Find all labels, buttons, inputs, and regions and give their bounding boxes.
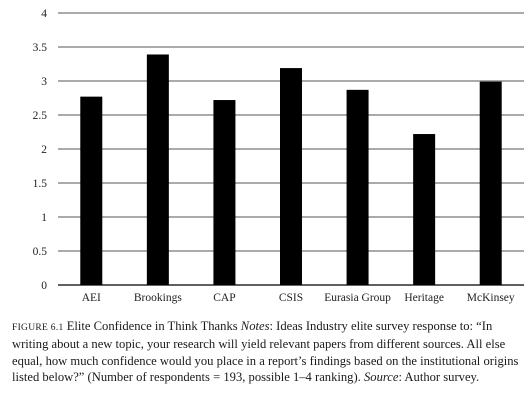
y-tick-label: 4 xyxy=(41,8,47,20)
notes-text: : Ideas Industry elite survey response t… xyxy=(12,319,519,385)
x-tick-label: Heritage xyxy=(404,292,444,304)
x-tick-label: Brookings xyxy=(134,292,182,304)
x-axis-tick-labels: AEI Brookings CAP CSIS Eurasia Group Heritage… xyxy=(82,292,515,304)
y-tick-label: 2 xyxy=(41,144,47,156)
y-axis-tick-labels: 0 0.5 1 1.5 2 2.5 3 3.5 4 xyxy=(33,8,48,292)
bar-chart: 0 0.5 1 1.5 2 2.5 3 3.5 4 AEI Brookings CAP CSIS Eur… xyxy=(33,8,524,304)
notes-label: Notes xyxy=(240,319,270,333)
bar-aei xyxy=(80,96,103,285)
y-tick-label: 1 xyxy=(41,212,47,224)
source-text: : Author survey. xyxy=(398,370,480,385)
bar-heritage xyxy=(413,134,436,285)
x-tick-label: AEI xyxy=(82,292,101,304)
figure-label: FIGURE 6.1 xyxy=(12,323,64,333)
bar-mckinsey xyxy=(479,81,502,286)
x-tick-label: CSIS xyxy=(279,292,303,304)
y-tick-label: 1.5 xyxy=(33,178,48,190)
bar-csis xyxy=(280,68,302,285)
bar-cap xyxy=(213,100,236,285)
y-tick-label: 0 xyxy=(41,280,47,292)
source-label: Source xyxy=(363,370,399,385)
figure-caption: FIGURE 6.1 Elite Confidence in Think Tha… xyxy=(12,318,524,386)
x-tick-label: Eurasia Group xyxy=(324,292,391,304)
y-tick-label: 3 xyxy=(41,76,47,88)
y-tick-label: 3.5 xyxy=(33,42,48,54)
y-tick-label: 2.5 xyxy=(33,110,48,122)
bars xyxy=(80,54,502,286)
bar-brookings xyxy=(146,54,169,286)
bar-eurasia-group xyxy=(346,89,369,285)
y-tick-label: 0.5 xyxy=(33,246,48,258)
x-tick-label: McKinsey xyxy=(467,292,515,304)
x-tick-label: CAP xyxy=(213,292,235,304)
figure-title: Elite Confidence in Think Thanks xyxy=(66,319,238,333)
